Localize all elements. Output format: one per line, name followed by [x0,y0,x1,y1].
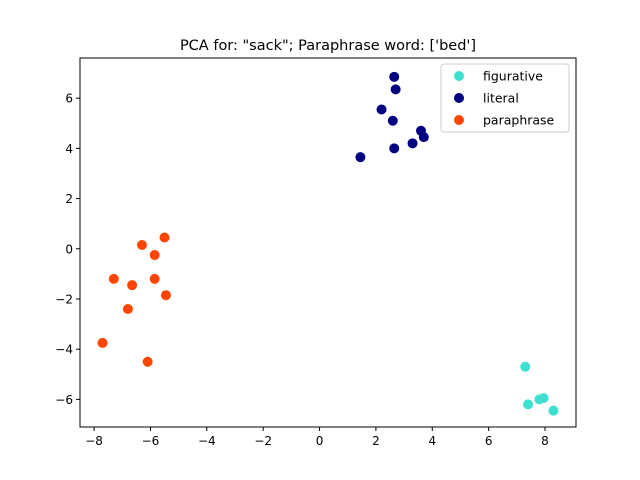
legend-marker-paraphrase [454,115,464,125]
paraphrase-point [149,273,160,284]
literal-point [389,143,400,154]
legend-marker-literal [454,93,464,103]
literal-point [390,84,401,95]
legend-label-literal: literal [483,91,519,106]
paraphrase-point [97,337,108,348]
paraphrase-point [122,304,133,315]
literal-point [418,132,429,143]
y-tick-label: 2 [65,192,73,206]
legend-label-paraphrase: paraphrase [483,113,555,128]
figurative-point [523,399,534,410]
paraphrase-point [142,356,153,367]
literal-point [376,104,387,115]
paraphrase-point [108,273,119,284]
points-layer [97,71,559,416]
x-tick-label: 2 [372,434,380,448]
literal-point [355,152,366,163]
x-tick-label: −6 [142,434,160,448]
y-tick-label: −6 [55,393,73,407]
y-tick-label: 6 [65,92,73,106]
x-tick-label: 8 [541,434,549,448]
x-tick-label: 0 [316,434,324,448]
x-tick-label: 4 [428,434,436,448]
literal-point [407,138,418,149]
figurative-point [520,361,531,372]
x-tick-label: −8 [85,434,103,448]
plot-frame [79,57,577,428]
x-tick-label: 6 [485,434,493,448]
y-tick-label: −4 [55,343,73,357]
x-tick-label: −2 [254,434,272,448]
figurative-point [538,393,549,404]
y-axis: −6 −4 −2 0 2 4 6 [55,92,80,407]
x-axis: −8 −6 −4 −2 0 2 4 6 8 [85,427,549,448]
literal-point [387,115,398,126]
legend-marker-figurative [454,71,464,81]
chart-title: PCA for: "sack"; Paraphrase word: ['bed'… [180,38,476,54]
legend: figurative literal paraphrase [440,63,570,133]
literal-point [389,71,400,82]
y-tick-label: −2 [55,292,73,306]
paraphrase-point [149,250,160,261]
legend-box [440,63,570,133]
y-tick-label: 4 [65,142,73,156]
paraphrase-point [127,280,138,291]
legend-label-figurative: figurative [483,69,543,84]
x-tick-label: −4 [198,434,216,448]
paraphrase-point [137,240,147,251]
paraphrase-point [159,232,170,243]
paraphrase-point [160,290,171,301]
y-tick-label: 0 [65,242,73,256]
figurative-point [548,405,559,416]
